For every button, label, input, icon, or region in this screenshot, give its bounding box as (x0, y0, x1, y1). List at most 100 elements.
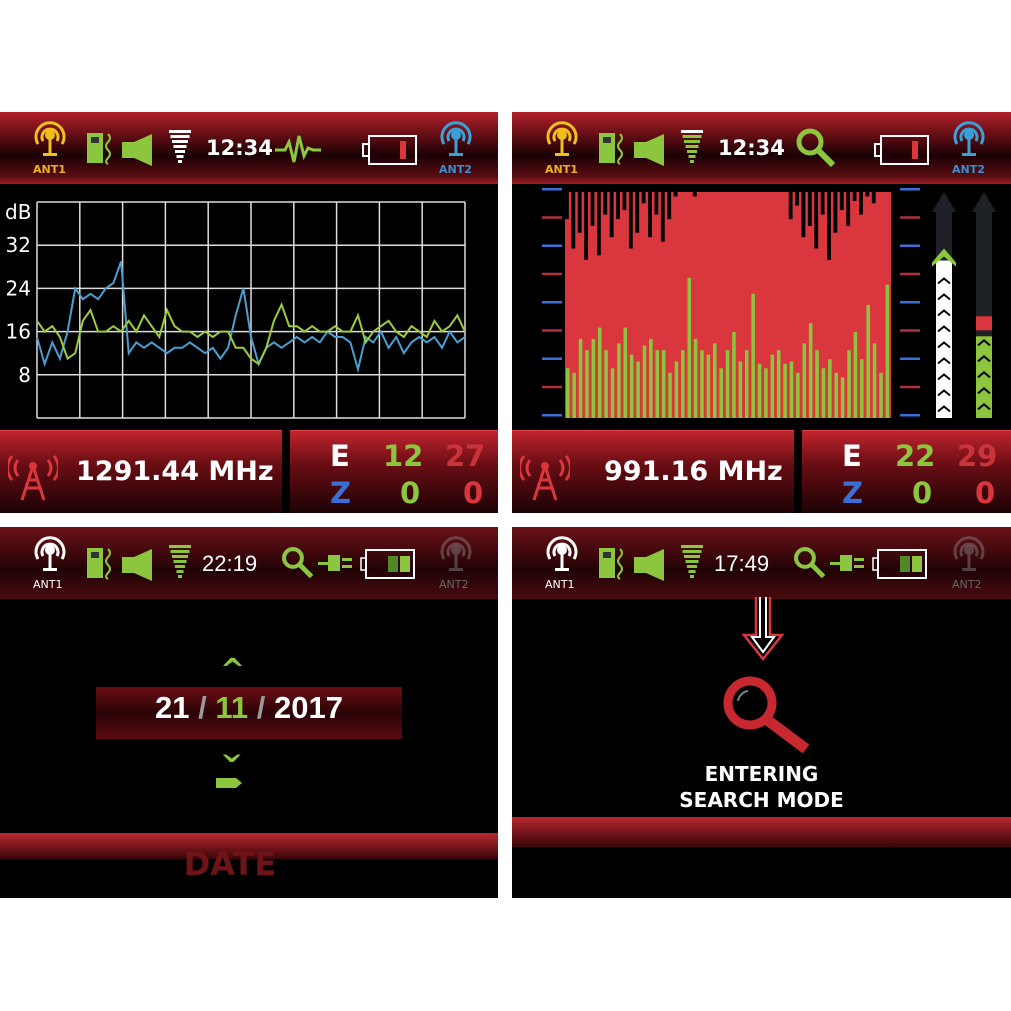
phone-vibrate-icon (86, 132, 116, 170)
phone-vibrate-icon (598, 547, 628, 585)
scale-tick-right (900, 244, 920, 247)
date-month[interactable]: 11 (215, 690, 249, 725)
scale-tick-left (542, 244, 562, 247)
search-icon[interactable] (792, 545, 826, 583)
spectrum-bar (847, 350, 851, 418)
screen-panel-1: ANT1 12:34 ANT2 1291.44 MHz E Z 12 27 0 0 32 24 16 8 d… (0, 112, 498, 513)
clock-time: 12:34 (718, 136, 785, 160)
scale-tick-left (542, 329, 562, 332)
spectrum-bar (885, 284, 890, 418)
antenna-2-icon[interactable] (949, 120, 989, 164)
signal-strength-icon (680, 130, 704, 170)
spectrum-bar (629, 354, 634, 418)
spectrum-bar (757, 363, 762, 418)
antenna-2-icon[interactable] (436, 535, 476, 579)
message-line-1: ENTERING (704, 762, 819, 786)
antenna-2-icon[interactable] (949, 535, 989, 579)
y-tick-label: 8 (18, 363, 31, 387)
spectrum-bar (853, 332, 858, 418)
next-arrow-icon[interactable] (216, 775, 244, 794)
scale-tick-right (900, 329, 920, 332)
y-tick-label: 16 (6, 320, 31, 344)
message-line-2: SEARCH MODE (679, 788, 844, 812)
spectrum-bar (815, 350, 819, 418)
date-down-button[interactable]: ^ (220, 735, 244, 768)
spectrum-drop (584, 192, 589, 260)
charging-plug-icon (318, 553, 358, 577)
spectrum-drop (788, 192, 793, 220)
status-bar: ANT1 12:34 ANT2 (512, 112, 1011, 184)
spectrum-bar (783, 363, 787, 418)
status-bar: ANT1 22:19 ANT2 (0, 527, 498, 599)
date-day[interactable]: 21 (155, 690, 190, 725)
spectrum-bar (725, 350, 730, 418)
spectrum-drop (577, 192, 582, 233)
spectrum-bar (700, 350, 704, 418)
spectrum-bar (572, 372, 576, 418)
down-arrow-icon (740, 597, 786, 667)
battery-charging-icon (360, 549, 416, 585)
search-icon[interactable] (280, 545, 314, 583)
spectrum-bar (591, 338, 596, 418)
screen-panel-2: ANT1 12:34 ANT2 991.16 MHz E Z 22 29 0 0 (512, 112, 1011, 513)
waveform-icon[interactable] (275, 134, 321, 170)
spectrum-drop (807, 192, 812, 226)
spectrum-drop (801, 192, 806, 238)
e-red-count: 27 (445, 439, 486, 473)
screen-panel-4: ANT1 17:49 ANT2 ENTERING SEARCH MODE (512, 527, 1011, 898)
date-value[interactable]: 21 / 11 / 2017 (96, 690, 402, 726)
phone-vibrate-icon (598, 132, 628, 170)
charging-plug-icon (830, 553, 870, 577)
date-year[interactable]: 2017 (274, 690, 343, 725)
spectrum-drop (846, 192, 851, 226)
frequency-box (512, 430, 794, 513)
spectrum-drop (814, 192, 819, 249)
spectrum-bar (732, 332, 736, 418)
ant1-label: ANT1 (545, 163, 578, 176)
antenna-1-icon[interactable] (542, 535, 582, 579)
z-green-count: 0 (912, 476, 933, 510)
scale-tick-right (900, 357, 920, 360)
ant2-label: ANT2 (439, 163, 472, 176)
spectrum-drop (839, 192, 844, 211)
spectrum-bar (802, 343, 807, 418)
spectrum-bar (642, 345, 647, 418)
date-sep: / (198, 690, 207, 725)
tower-signal-icon (518, 452, 572, 506)
antenna-1-icon[interactable] (30, 535, 70, 579)
footer-bar (512, 817, 1011, 847)
spectrum-drop (820, 192, 825, 215)
scale-tick-right (900, 414, 920, 417)
speaker-icon (122, 549, 154, 585)
spectrum-bar (834, 372, 838, 418)
spectrum-drop (871, 192, 876, 204)
scale-tick-right (900, 216, 920, 219)
spectrum-drop (852, 192, 857, 202)
level-meter-fill (976, 336, 992, 418)
counter-box (290, 430, 498, 513)
search-icon[interactable] (794, 126, 836, 172)
signal-strength-icon (168, 545, 192, 585)
spectrum-bar (566, 368, 570, 418)
spectrum-bar (776, 350, 781, 418)
battery-low-icon (874, 135, 930, 171)
antenna-1-icon[interactable] (30, 120, 70, 164)
e-green-count: 12 (383, 439, 424, 473)
spectrum-drop (635, 192, 640, 233)
antenna-1-icon[interactable] (542, 120, 582, 164)
antenna-2-icon[interactable] (436, 120, 476, 164)
scale-tick-right (900, 272, 920, 276)
status-bar: ANT1 12:34 ANT2 (0, 112, 498, 184)
spectrum-bar (610, 368, 615, 418)
y-tick-label: 32 (6, 233, 31, 257)
spectrum-bar (796, 372, 800, 418)
spectrum-drop (692, 192, 697, 197)
status-message: ENTERING SEARCH MODE (512, 761, 1011, 813)
date-up-button[interactable]: ^ (220, 653, 246, 688)
e-green-count: 22 (895, 439, 936, 473)
spectrum-drop (673, 192, 678, 197)
spectrum-bar (585, 350, 589, 418)
spectrum-bar (668, 372, 672, 418)
battery-low-icon (362, 135, 418, 171)
date-sep: / (256, 690, 266, 725)
